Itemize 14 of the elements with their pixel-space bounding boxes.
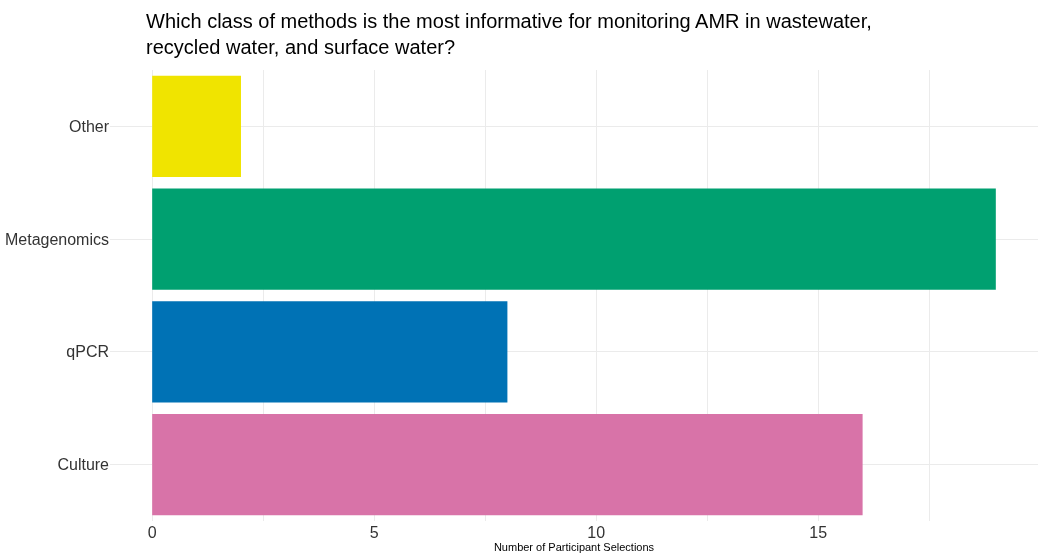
x-tick-label: 5 — [369, 524, 379, 541]
bar — [152, 301, 508, 403]
x-tick-label: 10 — [587, 524, 606, 541]
y-tick-label: Culture — [57, 456, 110, 474]
y-tick-label: qPCR — [66, 343, 109, 361]
y-tick-label: Other — [68, 117, 110, 135]
bar — [152, 75, 241, 178]
x-tick-label: 15 — [809, 524, 828, 541]
x-tick-label: 0 — [147, 524, 157, 541]
bar — [152, 188, 996, 290]
y-tick-label: Metagenomics — [4, 230, 109, 248]
chart-title: Which class of methods is the most informative for monitoring AMR in wastewater, recycled water, and surface water? — [146, 9, 872, 58]
x-axis-title: Number of Participant Selections — [493, 541, 655, 553]
bar — [152, 413, 863, 516]
